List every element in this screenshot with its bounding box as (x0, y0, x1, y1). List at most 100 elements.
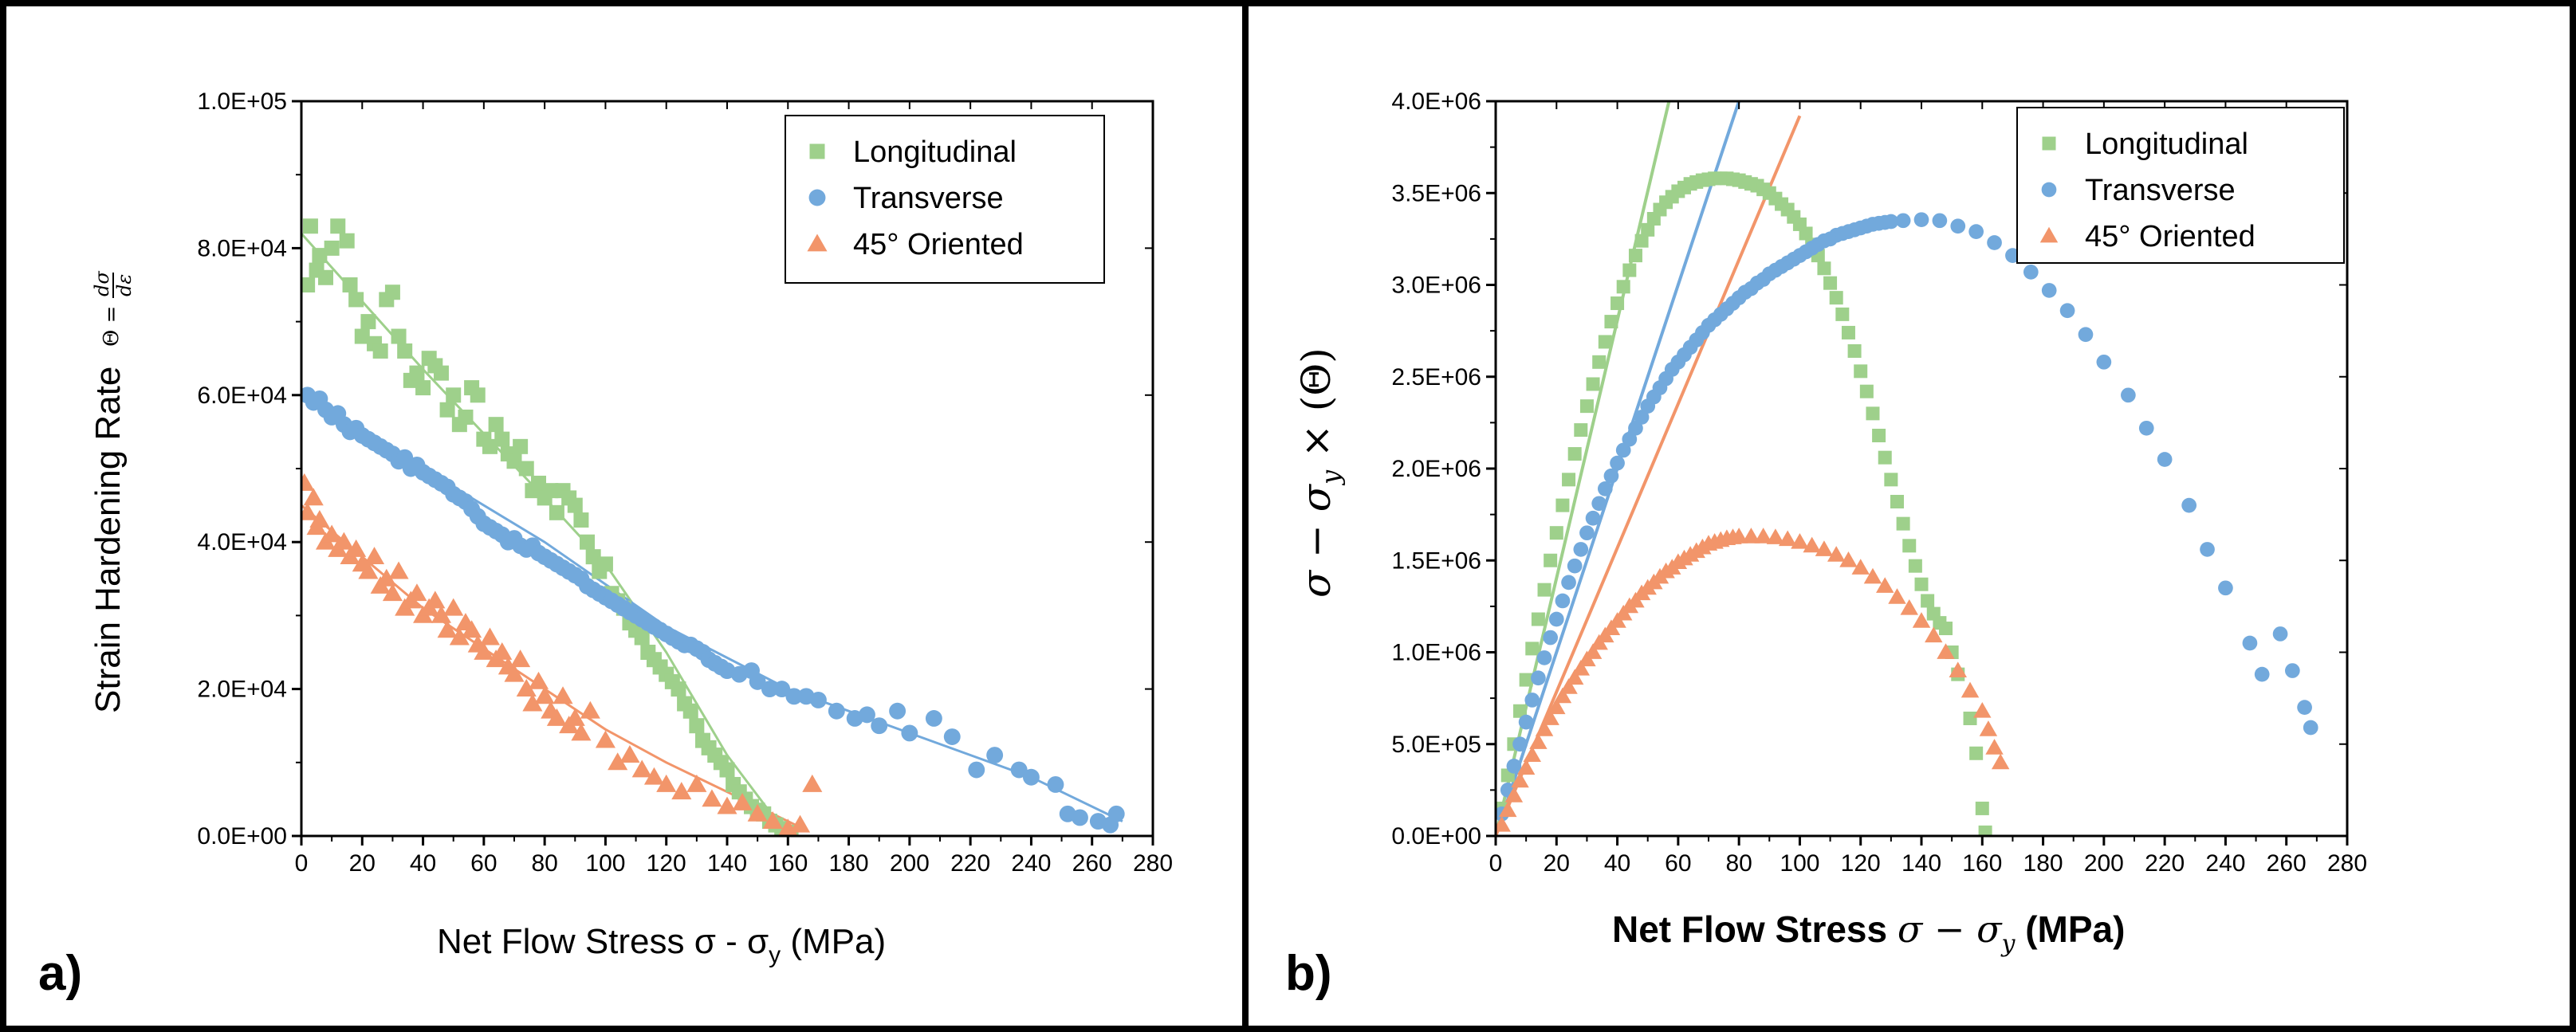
panel-b-series-1-point (1524, 693, 1540, 708)
panel-a-legend-label-1: Transverse (853, 182, 1004, 215)
panel-b-series-1-point (2138, 420, 2154, 436)
panel-a-series-0-point (580, 534, 596, 550)
panel-b-series-0-point (1628, 249, 1642, 263)
panel-a-series-0-point (301, 277, 316, 292)
panel-b-x-tick-label: 160 (1962, 850, 2002, 877)
panel-b-series-0-point (1562, 473, 1576, 487)
panel-b-series-0-point (1537, 583, 1551, 597)
panel-b-series-1-point (1603, 468, 1619, 484)
panel-b-series-0-point (1847, 343, 1862, 358)
panel-a-series-0-point (458, 409, 474, 425)
panel-a-series-0-point (689, 718, 705, 734)
panel-a-series-1-point (871, 717, 888, 735)
panel-b-series-2-point (1559, 678, 1578, 694)
panel-a-series-2-point (510, 649, 531, 668)
panel-b-series-2-point (1876, 577, 1894, 593)
panel-a-series-2-point (388, 561, 409, 579)
panel-b-series-0-point (1799, 226, 1813, 241)
panel-b-series-1-point (1579, 525, 1595, 541)
panel-a-series-2-point (686, 774, 707, 792)
panel-b-series-0-point (1567, 447, 1582, 461)
panel-b-series-1-point (2121, 387, 2136, 403)
panel-a-series-2-point (553, 686, 573, 704)
panel-a-legend-marker-2 (807, 233, 828, 252)
panel-b-series-2-point (1863, 567, 1882, 584)
panel-a-series-1-point (785, 688, 803, 705)
panel-b-series-1-point (1895, 213, 1911, 229)
panel-a-series-1-point (1107, 805, 1125, 822)
panel-a-series-0-point (360, 314, 376, 330)
panel-a-series-0-point (513, 438, 529, 454)
panel-b-series-0-point (1902, 539, 1917, 553)
panel-b-series-2-point (1729, 528, 1748, 543)
panel-a-x-tick-label: 20 (349, 850, 376, 877)
panel-a-series-2-point (671, 782, 692, 800)
panel-b-series-0-point (1963, 711, 1977, 725)
panel-b-xlabel-math: σ − σ (1898, 908, 2003, 951)
panel-a-series-2-point (595, 730, 615, 748)
panel-b-series-1-point (2181, 497, 2197, 513)
panel-a-series-2-point (309, 510, 330, 528)
panel-b-series-1-point (1634, 410, 1650, 425)
panel-a-series-1-point (925, 710, 942, 727)
panel-b-series-2-point (1523, 746, 1541, 762)
panel-a-series-1-point (943, 728, 961, 745)
panel-b-legend-label-2: 45° Oriented (2085, 220, 2255, 253)
panel-a-series-0-point (397, 343, 413, 359)
panel-b-x-tick-label: 240 (2205, 850, 2245, 877)
panel-b-series-2-point (1742, 528, 1760, 543)
panel-b-series-1-point (2297, 700, 2312, 716)
panel-b-series-2-point (1541, 709, 1559, 725)
panel-a-series-2-point (790, 814, 811, 833)
panel-a-series-1-point (809, 691, 827, 708)
panel-a-series-0-point (446, 387, 462, 403)
panel-b-ylabel-tail: × (Θ) (1293, 347, 1339, 470)
panel-b-series-0-point (1835, 307, 1850, 321)
panel-b-series-0-point (1574, 423, 1588, 438)
panel-b-series-1-point (1506, 759, 1522, 774)
panel-a-tag: a) (38, 946, 82, 1001)
panel-b-series-0-point (1519, 673, 1533, 687)
panel-b-series-1-point (1531, 670, 1546, 686)
panel-a-series-1-point (773, 681, 791, 698)
panel-a-series-2-point (443, 598, 464, 616)
panel-a-series-2-point (492, 642, 513, 660)
panel-a-series-1-point (749, 673, 766, 690)
panel-a-x-tick-label: 240 (1011, 850, 1051, 877)
panel-a-series-0-point (549, 504, 564, 520)
panel-b-series-0-point (1969, 746, 1984, 760)
panel-b-x-axis-label: Net Flow Stress σ − σy (MPa) (1612, 908, 2125, 958)
panel-b-x-tick-label: 220 (2145, 850, 2185, 877)
panel-b-series-0-point (1975, 801, 1989, 815)
panel-b-series-1-point (1543, 630, 1559, 645)
panel-b-series-2-point (1961, 681, 1980, 698)
panel-b-series-1-point (2303, 720, 2318, 736)
panel-b-series-2-point (1979, 720, 1998, 736)
panel-b-series-2-point (1516, 759, 1536, 775)
panel-b-xlabel-unit: (MPa) (2015, 908, 2125, 950)
panel-b-series-0-point (1878, 450, 1892, 465)
panel-b-series-1-point (2078, 327, 2094, 343)
panel-a-series-2-point (528, 671, 549, 689)
panel-a-series-2-point (608, 752, 628, 771)
panel-b-series-1-point (2284, 663, 2300, 678)
panel-b-series-0-point (1592, 355, 1607, 369)
panel-a-series-1-point (901, 724, 918, 742)
panel-a-y-axis-label: Strain Hardening Rate Θ = dσ dε (88, 271, 136, 713)
panel-b-series-1-point (2242, 635, 2258, 651)
panel-b-series-0-point (1586, 377, 1600, 391)
panel-a-legend-marker-1 (808, 189, 826, 206)
panel-a-series-0-point (439, 402, 455, 418)
panel-a-plot-area (301, 218, 1125, 836)
panel-a-series-0-point (567, 497, 583, 513)
panel-a-series-2-point (474, 642, 494, 660)
panel-a-series-2-point (358, 561, 379, 579)
panel-b-series-0-point (1616, 280, 1630, 294)
panel-a-series-0-point (318, 269, 334, 285)
panel-a-series-2-point (571, 723, 592, 741)
panel-b-series-1-point (1932, 213, 1948, 229)
panel-a-x-tick-label: 120 (647, 850, 686, 877)
panel-b-x-tick-label: 0 (1489, 850, 1503, 877)
panel-b-series-2-point (1535, 720, 1554, 736)
panel-b-xlabel-sub: y (2000, 930, 2016, 958)
